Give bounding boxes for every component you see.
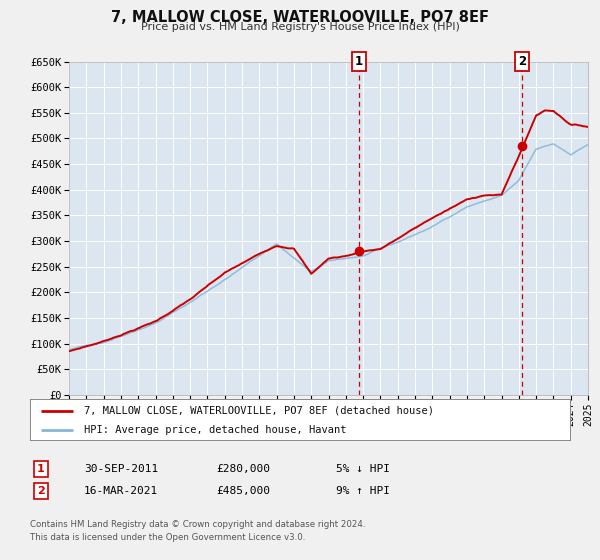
Text: 30-SEP-2011: 30-SEP-2011	[84, 464, 158, 474]
Text: 7, MALLOW CLOSE, WATERLOOVILLE, PO7 8EF (detached house): 7, MALLOW CLOSE, WATERLOOVILLE, PO7 8EF …	[84, 405, 434, 416]
Text: 2: 2	[518, 55, 526, 68]
Text: £485,000: £485,000	[216, 486, 270, 496]
Text: £280,000: £280,000	[216, 464, 270, 474]
Text: 7, MALLOW CLOSE, WATERLOOVILLE, PO7 8EF: 7, MALLOW CLOSE, WATERLOOVILLE, PO7 8EF	[111, 10, 489, 25]
Text: 2: 2	[37, 486, 44, 496]
Text: Contains HM Land Registry data © Crown copyright and database right 2024.: Contains HM Land Registry data © Crown c…	[30, 520, 365, 529]
Text: 1: 1	[37, 464, 44, 474]
Text: 9% ↑ HPI: 9% ↑ HPI	[336, 486, 390, 496]
Text: 1: 1	[355, 55, 363, 68]
Text: Price paid vs. HM Land Registry's House Price Index (HPI): Price paid vs. HM Land Registry's House …	[140, 22, 460, 32]
Text: 16-MAR-2021: 16-MAR-2021	[84, 486, 158, 496]
Text: This data is licensed under the Open Government Licence v3.0.: This data is licensed under the Open Gov…	[30, 533, 305, 542]
Text: HPI: Average price, detached house, Havant: HPI: Average price, detached house, Hava…	[84, 424, 347, 435]
Text: 5% ↓ HPI: 5% ↓ HPI	[336, 464, 390, 474]
